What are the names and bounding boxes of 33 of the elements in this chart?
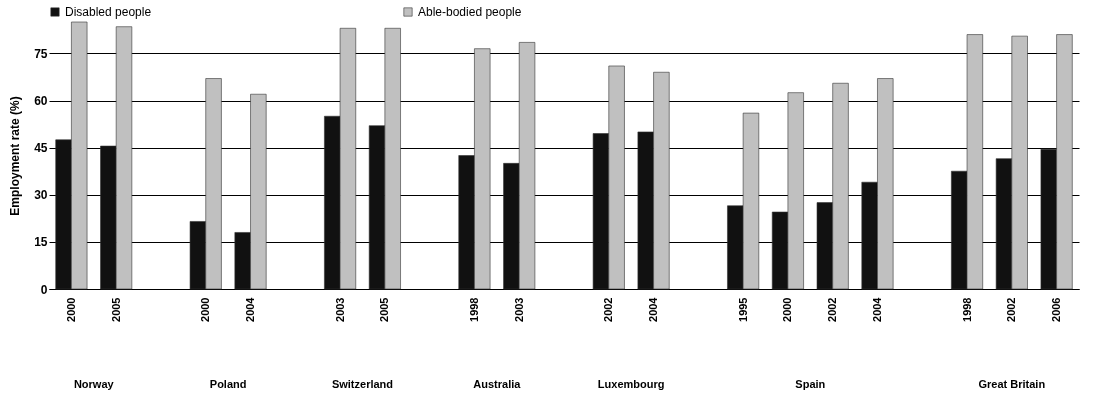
- y-tick-label: 75: [34, 46, 48, 61]
- text: Norway: [73, 378, 115, 390]
- x-tick-label: 2006: [1050, 297, 1063, 322]
- x-tick-label: 2002: [826, 297, 839, 322]
- x-tick-label: 2004: [244, 296, 257, 322]
- x-tick-label: 1995: [736, 297, 749, 322]
- x-tick-label: 1998: [960, 297, 973, 322]
- x-tick-label: 2005: [109, 297, 122, 322]
- y-tick-label: 0: [40, 282, 48, 297]
- x-tick-label: 2002: [602, 297, 615, 322]
- x-tick-label: 2002: [1005, 297, 1018, 322]
- x-tick-label: 2005: [378, 297, 391, 322]
- text: Switzerland: [331, 378, 394, 390]
- y-tick-label: 60: [34, 94, 48, 109]
- x-tick-label: 2000: [781, 297, 794, 322]
- legend-label: Disabled people: [65, 5, 152, 19]
- text: Spain: [795, 378, 826, 390]
- text: Luxembourg: [597, 378, 665, 390]
- x-tick-label: 2003: [512, 297, 525, 322]
- x-tick-label: 2004: [647, 296, 660, 322]
- text: Great Britain: [978, 378, 1046, 390]
- legend-label: Able-bodied people: [418, 5, 522, 19]
- x-tick-label: 1998: [467, 297, 480, 322]
- x-tick-label: 2000: [199, 297, 212, 322]
- x-tick-label: 2003: [333, 297, 346, 322]
- text: Australia: [473, 378, 522, 390]
- text: Poland: [209, 378, 247, 390]
- y-tick-label: 30: [34, 188, 48, 203]
- y-tick-label: 15: [34, 235, 48, 250]
- x-tick-label: 2000: [64, 297, 77, 322]
- x-tick-label: 2004: [870, 296, 883, 322]
- y-tick-label: 45: [34, 141, 48, 156]
- y-axis-title: Employment rate (%): [8, 96, 23, 216]
